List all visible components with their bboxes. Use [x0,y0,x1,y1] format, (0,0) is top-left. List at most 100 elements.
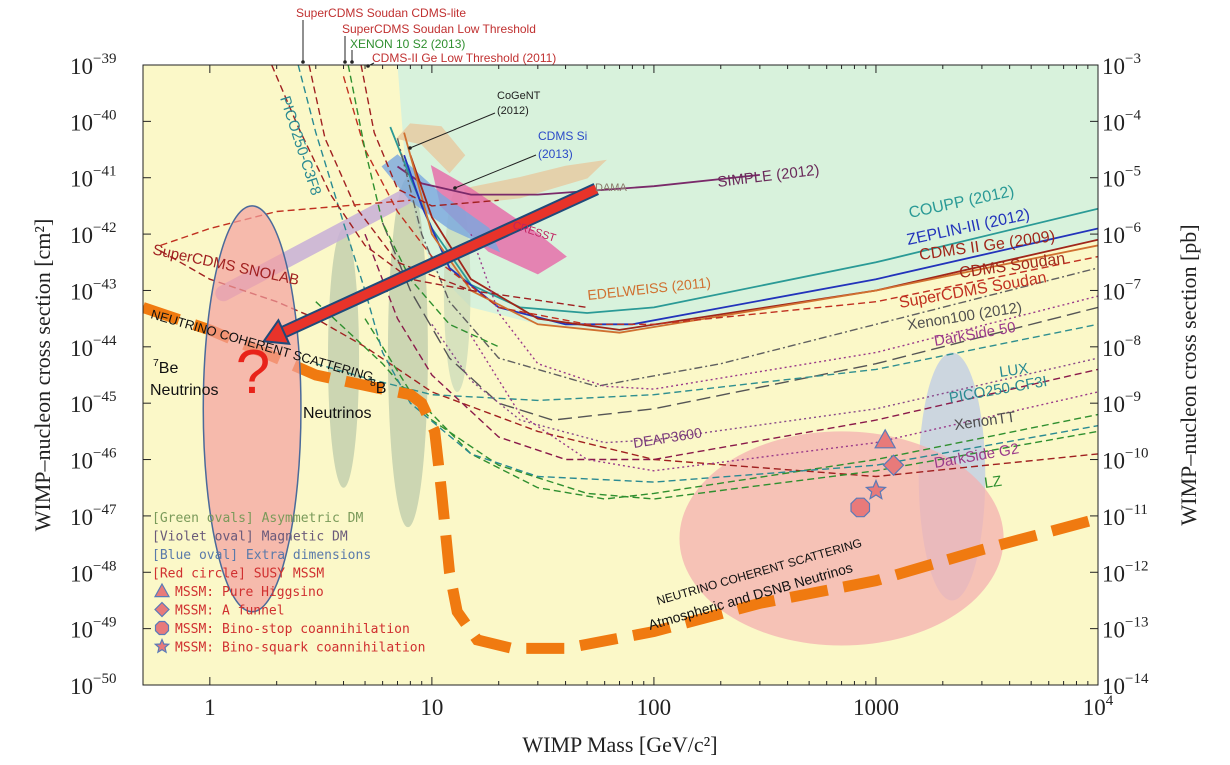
pointer-tip [343,60,347,64]
series-line-19 [347,65,499,348]
y-tick-sup-left: −50 [93,671,116,687]
green-oval [443,189,471,392]
y-tick-label-right: 10−5 [1102,164,1141,192]
y-tick-sup-right: −8 [1125,333,1141,349]
series-line-10 [315,323,1098,402]
annotation-label: LZ [983,473,1003,492]
marker-star [864,478,888,500]
pointer-tip [453,186,457,190]
y-tick-label-right: 10−12 [1102,558,1148,586]
y-tick-label-right: 10−7 [1102,276,1141,304]
y-tick-label-right: 10−14 [1102,671,1149,699]
legend-entry: [Red circle] SUSY MSSM [152,567,324,582]
pointer-tip [408,146,412,150]
legend: [Green ovals] Asymmetric DM [Violet oval]… [152,511,425,656]
annotation-label: SuperCDMS Soudan CDMS-lite [296,6,466,20]
green-oval [327,228,360,488]
y-tick-label-right: 10−10 [1102,446,1148,474]
annotation-text: B [376,380,387,397]
axes-layer: 1 10 100 1000 104 10−39 10−40 10−41 10−42 10−43 10… [30,51,1201,757]
y-tick-label-left: 10−49 [70,615,116,643]
legend-marker-star [153,637,171,654]
series-line-15 [315,301,1098,500]
y-tick-sup-left: −48 [93,558,116,574]
arrow-head [262,318,291,345]
y-tick-sup-right: −3 [1125,51,1141,67]
y-tick-label-left: 10−46 [70,446,117,474]
y-tick-sup-left: −49 [93,615,116,631]
y-tick-sup-right: −11 [1125,502,1148,518]
y-axis-label-left: WIMP–nucleon cross section [cm²] [30,219,55,532]
y-tick-sup-left: −39 [93,51,116,67]
annotation-sup: 8 [370,378,376,389]
y-tick-sup-left: −44 [93,333,117,349]
y-tick-label-left: 10−45 [70,389,116,417]
y-tick-sup-right: −10 [1125,446,1148,462]
annotation-label: CDMS-II Ge Low Threshold (2011) [372,51,556,65]
series-line-18 [271,65,472,292]
y-tick-sup-left: −43 [93,276,116,292]
series-line-21 [160,199,411,247]
annotation-label: 7Be [153,358,178,377]
arrow-shaft [281,184,599,337]
y-tick-sup-right: −4 [1125,107,1141,123]
y-tick-sup-right: −6 [1125,220,1141,236]
legend-marker-diamond [154,601,170,618]
marker-diamond [882,454,905,477]
x-tick-sup: 4 [1106,693,1114,709]
y-tick-sup-right: −9 [1125,389,1141,405]
y-tick-sup-right: −5 [1125,164,1141,180]
plot-area [143,65,1098,685]
y-tick-label-left: 10−48 [70,558,116,586]
pointer-tip [366,64,370,68]
plot-frame [142,64,1099,686]
y-axis-label-right: WIMP–nucleon cross section [pb] [1176,224,1201,525]
region-cogent-2012- [396,123,466,174]
series-line-16 [297,65,1098,483]
y-tick-label-left: 10−40 [70,107,116,135]
y-tick-sup-right: −12 [1125,558,1148,574]
overlay-layer: ? [202,183,905,613]
green-oval [387,177,428,528]
y-tick-sup-left: −46 [93,446,117,462]
y-tick-label-left: 10−47 [70,502,117,530]
marker-octagon [850,497,871,518]
question-mark: ? [236,338,270,407]
y-tick-label-left: 10−39 [70,51,116,79]
y-tick-label-right: 10−4 [1102,107,1141,135]
annotation-label: SuperCDMS Soudan Low Threshold [342,22,536,36]
pointer-tip [301,60,305,64]
series-line-7 [396,138,1098,388]
x-axis-label: WIMP Mass [GeV/c²] [522,732,717,757]
legend-entry: MSSM: Bino-squark coannihilation [175,641,425,656]
excluded-region [397,65,1098,333]
annotation-label: CDMS Si [538,129,587,143]
series-line-4 [403,132,1098,334]
annotation-label: DAMA [595,182,627,194]
annotation-label: (2013) [538,147,573,161]
legend-entry: [Blue oval] Extra dimensions [152,548,371,563]
annotation-sup: 7 [153,358,159,369]
pointer-tip [350,60,354,64]
legend-entry: [Violet oval] Magnetic DM [152,530,348,545]
marker-triangle [874,428,897,449]
legend-marker-triangle [153,582,171,598]
legend-entry: MSSM: A funnel [175,604,285,619]
y-tick-label-left: 10−50 [70,671,116,699]
y-tick-label-right: 10−13 [1102,615,1148,643]
y-tick-label-right: 10−3 [1102,51,1141,79]
y-tick-sup-left: −41 [93,164,116,180]
series-line-5 [342,76,1098,325]
x-tick-label: 10 [420,695,443,720]
y-tick-label-right: 10−8 [1102,333,1141,361]
y-tick-label-left: 10−44 [70,333,117,361]
annotation-label: (2012) [497,105,529,117]
annotation-label: CoGeNT [497,90,541,102]
y-tick-label-right: 10−6 [1102,220,1141,248]
pointer-line [409,112,496,149]
y-tick-sup-left: −47 [93,502,117,518]
legend-entry: MSSM: Bino-stop coannihilation [175,622,410,637]
y-tick-sup-left: −42 [93,220,116,236]
red-oval [679,431,1004,646]
